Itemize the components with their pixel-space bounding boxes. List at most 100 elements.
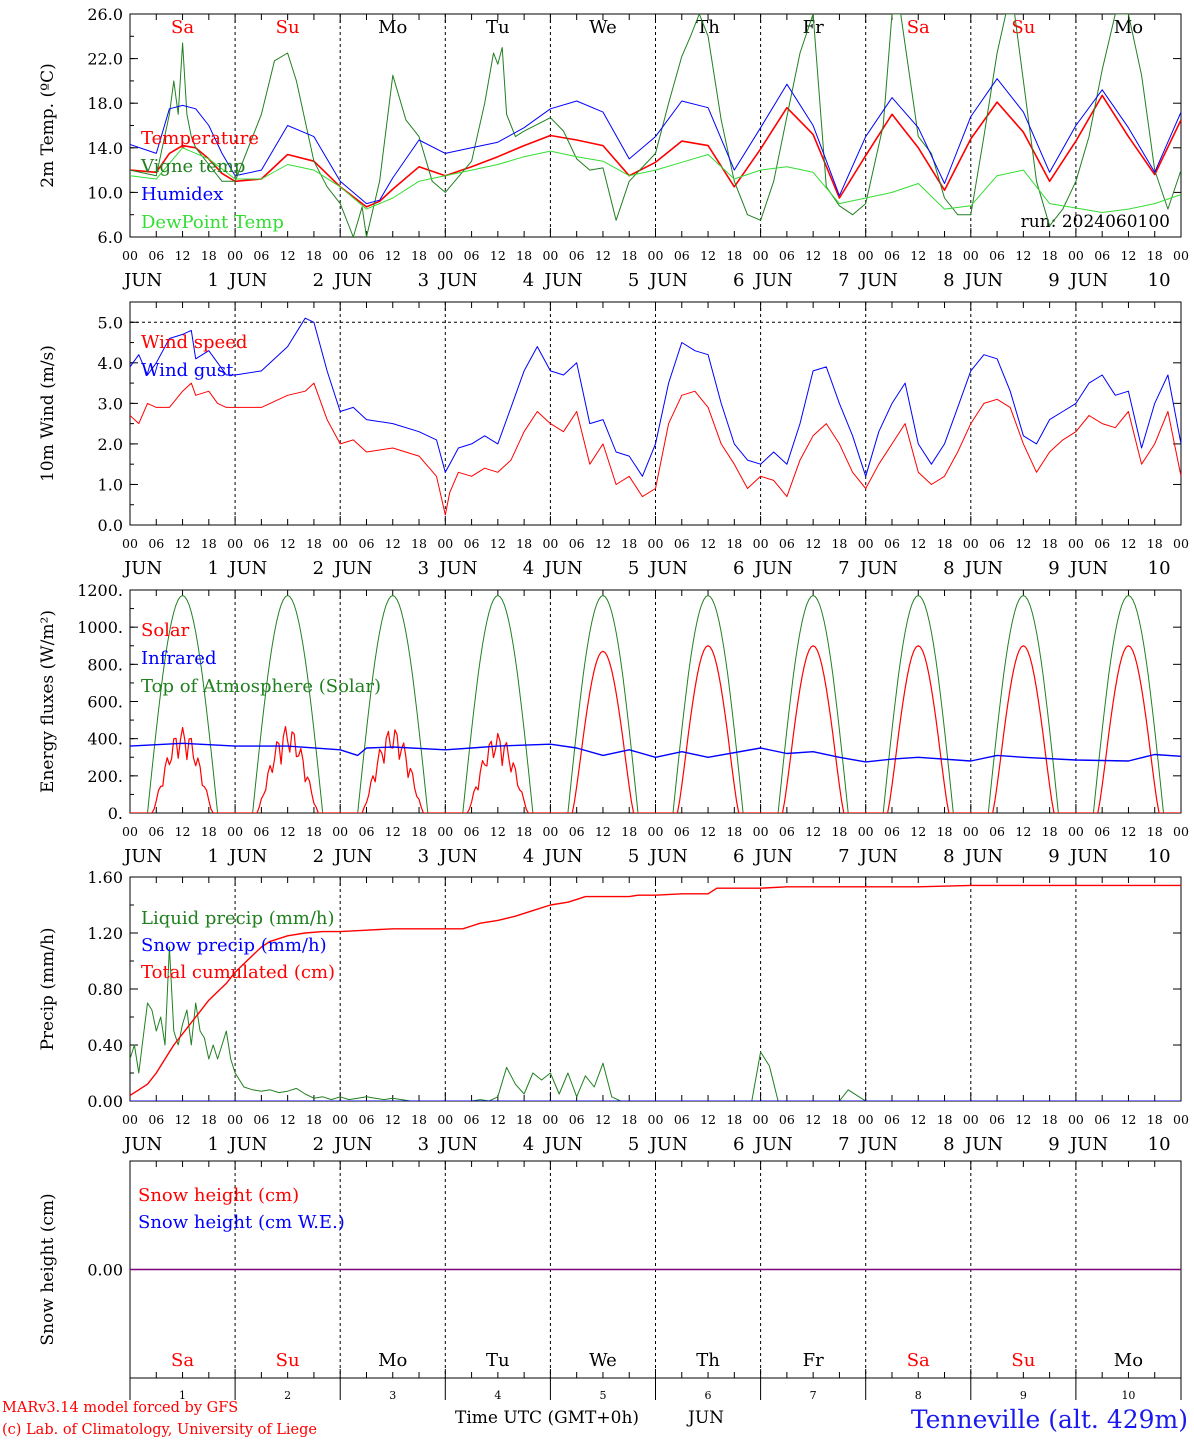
wind-y-tick-label: 4.0 (98, 354, 123, 373)
wind-day-number: 8 (943, 558, 954, 579)
energy-hour-label: 00 (963, 824, 979, 839)
temperature-hour-label: 18 (411, 248, 427, 263)
energy-hour-label: 06 (253, 824, 269, 839)
energy-hour-label: 18 (1042, 824, 1058, 839)
temperature-legend-entry: DewPoint Temp (141, 212, 284, 233)
temperature-hour-label: 06 (464, 248, 480, 263)
precip-hour-label: 06 (1094, 1112, 1110, 1127)
weekday-label-top: Fr (803, 17, 824, 38)
precip-month-label: JUN (1068, 1134, 1108, 1155)
wind-hour-label: 00 (1068, 536, 1084, 551)
precip-hour-label: 12 (910, 1112, 926, 1127)
precip-hour-label: 00 (542, 1112, 558, 1127)
wind-hour-label: 18 (411, 536, 427, 551)
precip-day-number: 2 (313, 1134, 324, 1155)
temperature-hour-label: 00 (227, 248, 243, 263)
temperature-legend-entry: Temperature (141, 128, 259, 149)
precip-hour-label: 12 (490, 1112, 506, 1127)
temperature-month-label: JUN (858, 270, 898, 291)
energy-hour-label: 18 (201, 824, 217, 839)
temperature-y-tick-label: 22.0 (87, 50, 123, 69)
temperature-hour-label: 06 (359, 248, 375, 263)
precip-hour-label: 18 (726, 1112, 742, 1127)
precip-hour-label: 00 (858, 1112, 874, 1127)
weekday-label-top: Sa (907, 17, 930, 38)
energy-day-number: 5 (628, 846, 639, 867)
temperature-day-number: 4 (523, 270, 534, 291)
temperature-month-label: JUN (332, 270, 372, 291)
temperature-hour-label: 06 (148, 248, 164, 263)
precip-hour-label: 00 (1068, 1112, 1084, 1127)
precip-hour-label: 18 (411, 1112, 427, 1127)
temperature-month-label: JUN (437, 270, 477, 291)
weekday-label-bottom: Tu (486, 1350, 510, 1371)
weekday-label-bottom: We (589, 1350, 617, 1371)
energy-hour-label: 06 (569, 824, 585, 839)
temperature-series (130, 14, 1181, 237)
precip-day-number: 1 (207, 1134, 218, 1155)
station-name: Tenneville (alt. 429m) (911, 1405, 1188, 1434)
wind-hour-label: 06 (253, 536, 269, 551)
energy-hour-label: 18 (831, 824, 847, 839)
temperature-hour-label: 12 (700, 248, 716, 263)
energy-month-label: JUN (437, 846, 477, 867)
energy-hour-label: 18 (411, 824, 427, 839)
precip-day-number: 4 (523, 1134, 534, 1155)
temperature-day-number: 2 (313, 270, 324, 291)
energy-hour-label: 00 (1068, 824, 1084, 839)
energy-hour-label: 18 (1147, 824, 1163, 839)
wind-day-number: 3 (418, 558, 429, 579)
precip-y-tick-label: 0.40 (87, 1036, 123, 1055)
precip-day-number: 6 (733, 1134, 744, 1155)
wind-y-tick-label: 2.0 (98, 435, 123, 454)
temperature-hour-label: 18 (831, 248, 847, 263)
temperature-y-axis-label: 2m Temp. (ºC) (38, 63, 58, 188)
energy-month-label: JUN (332, 846, 372, 867)
wind-hour-label: 12 (910, 536, 926, 551)
precip-y-tick-label: 1.60 (87, 868, 123, 887)
temperature-hour-label: 00 (1173, 248, 1189, 263)
weekday-label-top: Su (276, 17, 300, 38)
energy-day-number: 2 (313, 846, 324, 867)
wind-hour-label: 00 (963, 536, 979, 551)
weekday-label-top: Th (696, 17, 720, 38)
vigne-temp-line (130, 14, 1181, 237)
energy-hour-label: 12 (385, 824, 401, 839)
temperature-hour-label: 06 (779, 248, 795, 263)
precip-hour-label: 18 (1042, 1112, 1058, 1127)
energy-hour-label: 12 (1015, 824, 1031, 839)
precip-day-number: 10 (1148, 1134, 1171, 1155)
wind-hour-label: 18 (621, 536, 637, 551)
temperature-hour-label: 18 (306, 248, 322, 263)
energy-day-number: 9 (1048, 846, 1059, 867)
temperature-day-number: 6 (733, 270, 744, 291)
temperature-hour-label: 12 (385, 248, 401, 263)
wind-y-tick-label: 1.0 (98, 475, 123, 494)
energy-month-label: JUN (227, 846, 267, 867)
weekday-label-top: Sa (171, 17, 194, 38)
wind-speed-line (130, 382, 1181, 516)
wind-hour-label: 18 (1042, 536, 1058, 551)
wind-y-tick-label: 0.0 (98, 516, 123, 535)
day-number-bottom: 6 (705, 1389, 712, 1402)
wind-day-number: 7 (838, 558, 849, 579)
precip-month-label: JUN (437, 1134, 477, 1155)
run-label: run: 2024060100 (1021, 212, 1170, 232)
energy-hour-label: 00 (437, 824, 453, 839)
precip-legend-entry: Total cumulated (cm) (141, 962, 335, 983)
temperature-month-label: JUN (753, 270, 793, 291)
wind-hour-label: 18 (937, 536, 953, 551)
precip-hour-label: 00 (1173, 1112, 1189, 1127)
weekday-label-top: We (589, 17, 617, 38)
temperature-panel: 6.0 10.0 14.0 18.0 22.0 26.0 2m Temp. (ºC) 00 06… (38, 5, 1189, 291)
wind-day-number: 10 (1148, 558, 1171, 579)
panels: 6.010.014.018.022.026.02m Temp. (ºC)00 06… (38, 5, 1189, 1402)
temperature-hour-label: 00 (122, 248, 138, 263)
temperature-line (130, 94, 1181, 208)
wind-month-label: JUN (648, 558, 688, 579)
energy-y-tick-label: 400. (87, 730, 123, 749)
temperature-hour-label: 12 (490, 248, 506, 263)
energy-hour-label: 06 (884, 824, 900, 839)
energy-day-number: 3 (418, 846, 429, 867)
weekday-label-bottom: Mo (1114, 1350, 1143, 1371)
